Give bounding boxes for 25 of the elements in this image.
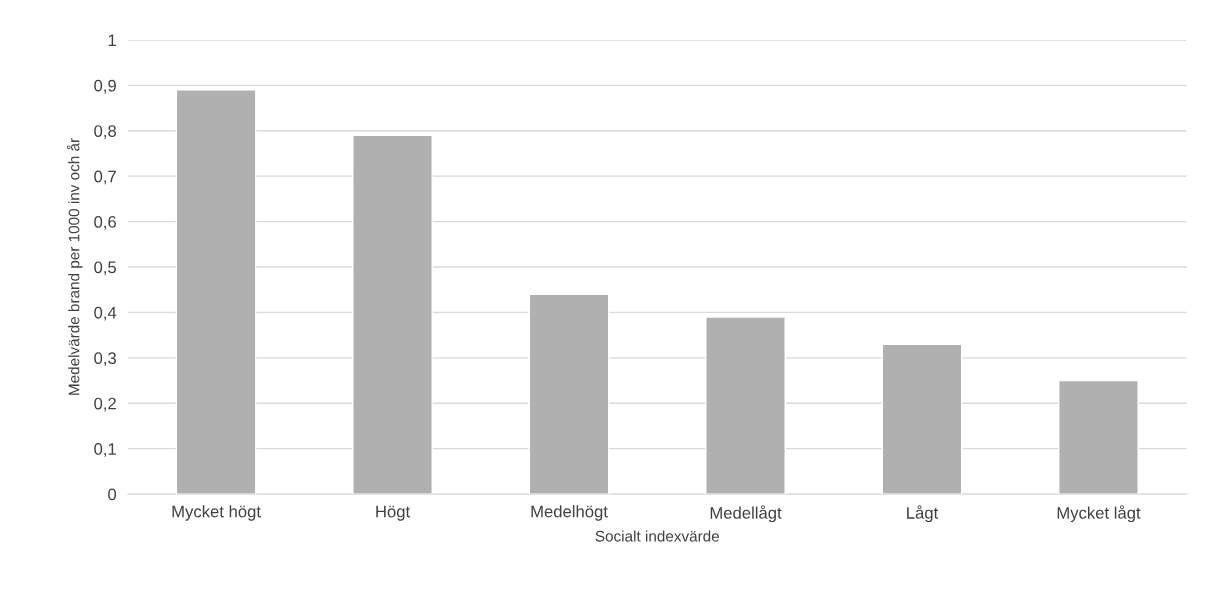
x-tick-label: Högt bbox=[376, 505, 411, 521]
y-tick-label: 0,5 bbox=[94, 261, 117, 276]
y-tick-label: 0,9 bbox=[94, 79, 116, 94]
bar bbox=[1058, 379, 1139, 495]
bar bbox=[881, 343, 963, 495]
x-tick-label: Medellågt bbox=[710, 505, 782, 523]
y-axis-title: Medelvärde brand per 1000 inv och år bbox=[66, 138, 83, 395]
bar bbox=[528, 293, 610, 495]
y-tick-label: 1 bbox=[108, 34, 116, 46]
x-tick-label: Mycket lågt bbox=[1057, 505, 1141, 523]
x-tick-label: Mycket högt bbox=[172, 505, 261, 521]
y-tick-label: 0,7 bbox=[94, 170, 116, 185]
bar bbox=[175, 89, 257, 495]
y-tick-label: 0,1 bbox=[94, 443, 116, 457]
y-tick-label: 0,4 bbox=[94, 306, 117, 321]
bar bbox=[705, 316, 786, 495]
y-tick-label: 0,2 bbox=[94, 397, 116, 412]
y-tick-label: 0 bbox=[108, 488, 117, 501]
x-axis-title: Socialt indexvärde bbox=[595, 530, 720, 542]
y-tick-label: 0,6 bbox=[94, 215, 116, 230]
x-tick-label: Lågt bbox=[907, 505, 939, 523]
x-tick-label: Medelhögt bbox=[531, 505, 608, 521]
y-tick-label: 0,8 bbox=[94, 125, 116, 139]
bar bbox=[352, 134, 433, 495]
y-tick-label: 0,3 bbox=[94, 352, 116, 367]
